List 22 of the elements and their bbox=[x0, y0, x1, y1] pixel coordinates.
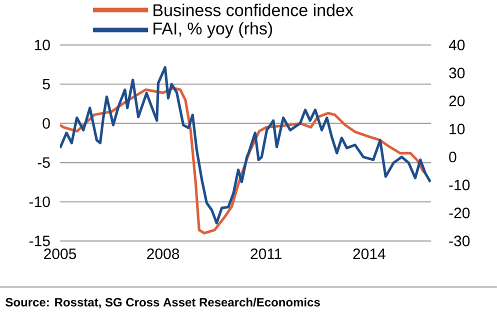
line-series bbox=[60, 66, 431, 224]
y-tick-label: -5 bbox=[38, 157, 50, 168]
legend-label: FAI, % yoy (rhs) bbox=[154, 22, 272, 38]
y2-tick-label: 10 bbox=[450, 124, 465, 134]
y2-tick-label: -30 bbox=[449, 236, 470, 246]
y-tick-label: -15 bbox=[29, 236, 50, 246]
y-tick-label: -10 bbox=[29, 196, 50, 208]
legend-label: Business confidence index bbox=[154, 4, 354, 16]
x-tick-label: 2011 bbox=[250, 248, 282, 260]
source-note: Source: Rosstat, SG Cross Asset Research/Economics bbox=[6, 298, 320, 308]
y-tick-label: 0 bbox=[42, 118, 50, 129]
y-tick-label: 10 bbox=[34, 40, 50, 50]
y2-tick-label: -20 bbox=[449, 208, 470, 218]
y-tick-label: 5 bbox=[42, 78, 50, 90]
y2-tick-label: 40 bbox=[448, 40, 465, 50]
x-tick-label: 2005 bbox=[44, 248, 76, 260]
y2-tick-label: -10 bbox=[449, 180, 470, 190]
y2-tick-label: 30 bbox=[449, 68, 465, 78]
x-tick-label: 2008 bbox=[147, 248, 180, 260]
x-tick-label: 2014 bbox=[353, 248, 386, 260]
y2-tick-label: 0 bbox=[449, 152, 456, 162]
y2-tick-label: 20 bbox=[449, 96, 465, 106]
